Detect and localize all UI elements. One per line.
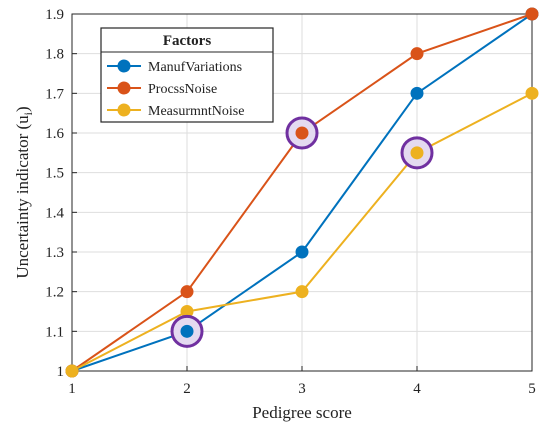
y-axis-title-subscript: i bbox=[21, 111, 35, 115]
x-tick-label: 4 bbox=[413, 381, 421, 397]
x-tick-label: 2 bbox=[183, 381, 191, 397]
legend-marker bbox=[117, 59, 131, 73]
y-tick-label: 1.3 bbox=[45, 245, 64, 261]
highlight-layer bbox=[170, 116, 434, 348]
y-tick-label: 1.9 bbox=[45, 7, 64, 23]
legend-box bbox=[100, 27, 274, 123]
x-tick-label: 3 bbox=[298, 381, 306, 397]
x-axis-title: Pedigree score bbox=[252, 403, 352, 422]
y-tick-label: 1.1 bbox=[45, 324, 64, 340]
legend-label: ProcssNoise bbox=[148, 82, 217, 97]
data-point bbox=[180, 305, 194, 318]
y-tick-label: 1.2 bbox=[45, 285, 64, 301]
highlight-point bbox=[295, 126, 309, 140]
data-point bbox=[65, 364, 79, 378]
highlight-point bbox=[180, 324, 194, 338]
legend-entries: ManufVariations ProcssNoise MeasurmntNoise bbox=[107, 59, 244, 119]
data-point bbox=[410, 86, 424, 100]
legend-label: ManufVariations bbox=[148, 60, 242, 75]
legend-label: MeasurmntNoise bbox=[148, 104, 244, 119]
y-tick-label: 1 bbox=[57, 364, 65, 380]
legend-title: Factors bbox=[163, 33, 211, 49]
data-point bbox=[525, 86, 539, 100]
y-tick-label: 1.6 bbox=[45, 126, 64, 142]
y-tick-label: 1.7 bbox=[45, 86, 64, 102]
tick-layer: 1 2 3 4 5 1 1.1 1.2 1.3 1.4 1.5 1.6 1.7 1.8 1.9 bbox=[45, 7, 536, 397]
x-tick-label: 1 bbox=[68, 381, 76, 397]
legend-marker bbox=[117, 103, 131, 117]
data-point bbox=[410, 47, 424, 61]
y-axis-title-main: Uncertainty indicator (u bbox=[13, 115, 32, 279]
y-axis-title-suffix: ) bbox=[13, 106, 32, 112]
y-tick-label: 1.8 bbox=[45, 47, 64, 63]
y-axis-title: Uncertainty indicator (ui) bbox=[13, 106, 35, 278]
data-point bbox=[295, 245, 309, 259]
data-point bbox=[525, 7, 539, 21]
x-tick-label: 5 bbox=[528, 381, 536, 397]
highlight-point bbox=[410, 146, 424, 160]
legend-marker bbox=[117, 81, 131, 95]
legend: Factors ManufVariations ProcssNoise Measur… bbox=[100, 27, 274, 123]
data-point bbox=[180, 285, 194, 299]
y-tick-label: 1.5 bbox=[45, 166, 64, 182]
data-point bbox=[295, 285, 309, 299]
y-tick-label: 1.4 bbox=[45, 205, 64, 221]
